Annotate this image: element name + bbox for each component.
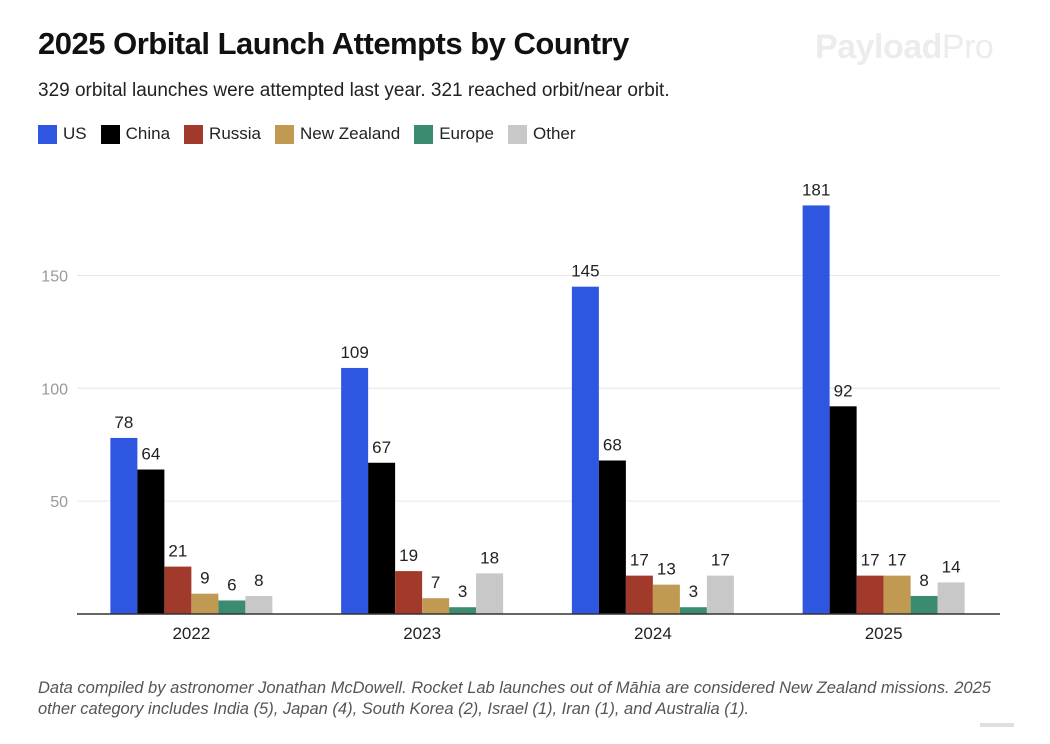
data-label: 17	[711, 551, 730, 570]
data-label: 17	[888, 551, 907, 570]
data-label: 64	[141, 445, 160, 464]
data-label: 17	[630, 551, 649, 570]
y-tick-label: 150	[41, 268, 68, 285]
bar-us-2023	[341, 367, 369, 614]
bar-us-2025	[802, 205, 830, 614]
bar-russia-2024	[625, 575, 653, 614]
bar-china-2023	[368, 462, 396, 614]
legend-label: US	[63, 124, 87, 143]
legend-label: New Zealand	[300, 124, 401, 143]
bar-europe-2024	[679, 607, 707, 614]
data-label: 8	[919, 571, 928, 590]
bar-other-2023	[476, 573, 504, 614]
data-label: 21	[168, 542, 187, 561]
legend-swatch	[508, 124, 528, 144]
chart-title: 2025 Orbital Launch Attempts by Country	[38, 26, 629, 61]
legend-item-new-zealand: New Zealand	[275, 124, 400, 144]
data-label: 3	[458, 582, 467, 601]
legend-item-other: Other	[508, 124, 576, 144]
data-label: 67	[372, 438, 391, 457]
y-tick-label: 50	[50, 494, 68, 511]
legend-item-us: US	[38, 124, 87, 144]
bar-russia-2022	[164, 566, 192, 614]
bar-russia-2025	[856, 575, 884, 614]
legend-label: Other	[533, 124, 576, 143]
legend-item-russia: Russia	[184, 124, 261, 144]
data-label: 3	[689, 582, 698, 601]
x-tick-label: 2024	[634, 624, 672, 643]
data-label: 78	[114, 413, 133, 432]
footer-note: Data compiled by astronomer Jonathan McD…	[38, 679, 991, 718]
data-label: 13	[657, 560, 676, 579]
data-label: 68	[603, 436, 622, 455]
legend-item-europe: Europe	[414, 124, 494, 144]
bar-new-zealand-2022	[191, 593, 219, 614]
legend-item-china: China	[100, 124, 171, 144]
data-label: 145	[571, 262, 599, 281]
scrollbar[interactable]	[980, 723, 1014, 727]
legend-label: Russia	[209, 124, 262, 143]
bar-other-2024	[706, 575, 734, 614]
legend-swatch	[275, 124, 295, 144]
data-label: 92	[834, 381, 853, 400]
bar-new-zealand-2025	[883, 575, 911, 614]
legend-swatch	[184, 124, 204, 144]
y-tick-label: 100	[41, 381, 68, 398]
payloadpro-logo: PayloadPro	[815, 28, 994, 66]
legend-label: China	[125, 124, 171, 143]
x-tick-label: 2023	[403, 624, 441, 643]
bar-us-2022	[110, 437, 138, 614]
data-label: 18	[480, 548, 499, 567]
data-label: 109	[340, 343, 368, 362]
data-label: 7	[431, 573, 440, 592]
legend-label: Europe	[439, 124, 495, 143]
chart-subtitle: 329 orbital launches were attempted last…	[38, 80, 670, 101]
legend-swatch	[100, 124, 120, 144]
data-label: 9	[200, 569, 209, 588]
x-tick-label: 2025	[865, 624, 903, 643]
bar-china-2025	[829, 406, 857, 614]
bar-new-zealand-2023	[422, 598, 450, 614]
bar-europe-2025	[910, 595, 938, 614]
data-label: 8	[254, 571, 263, 590]
legend-swatch	[38, 124, 57, 144]
legend-swatch	[414, 124, 434, 144]
data-label: 17	[861, 551, 880, 570]
data-label: 14	[942, 557, 961, 576]
data-label: 6	[227, 575, 236, 594]
bar-us-2024	[571, 286, 599, 614]
bar-other-2025	[937, 582, 965, 614]
bar-china-2022	[137, 469, 165, 614]
bar-new-zealand-2024	[652, 584, 680, 614]
bar-china-2024	[598, 460, 626, 614]
bar-russia-2023	[395, 571, 423, 614]
data-label: 181	[802, 180, 830, 199]
legend: US China Russia New Zealand Europe Other	[38, 124, 576, 144]
data-label: 19	[399, 546, 418, 565]
bar-europe-2023	[449, 607, 477, 614]
x-tick-label: 2022	[172, 624, 210, 643]
bar-europe-2022	[218, 600, 246, 614]
bar-other-2022	[245, 595, 273, 614]
